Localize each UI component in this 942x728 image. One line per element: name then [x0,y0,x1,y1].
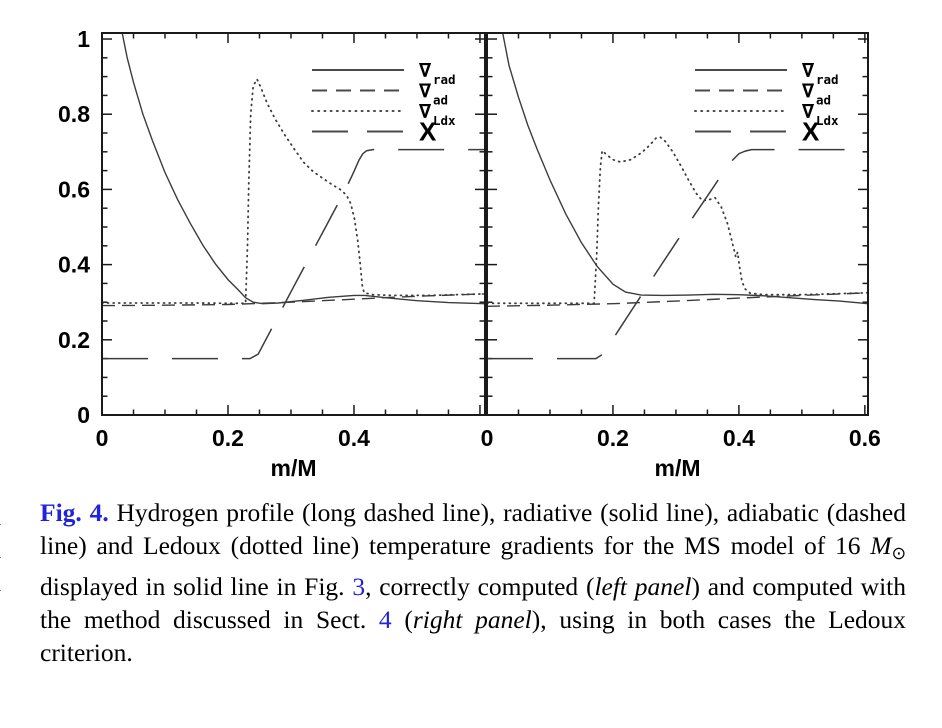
curve-nabla_Ldx-right [486,136,869,305]
legend-sublabel-Ldx: Ldx [816,113,839,128]
caption-text: ( [391,604,413,634]
reference-link[interactable]: 4 [378,604,392,634]
x-tick-label: 0 [481,425,494,451]
x-tick-label: 0.2 [212,425,244,451]
curve-X-right [487,148,868,360]
curve-nabla_Ldx-left [101,77,486,305]
legend-label-nabla-rad: ∇ [801,58,815,82]
reference-link[interactable]: 3 [352,571,366,601]
figure-label: Fig. 4. [40,498,109,527]
legend-label-X: X [419,117,437,147]
y-tick-label: 0 [77,402,90,428]
y-tick-label: 0.6 [58,176,90,202]
legend-label-nabla-ad: ∇ [418,79,432,103]
x-tick-label: 0 [96,425,109,451]
legend-sublabel-rad: rad [433,72,456,87]
margin-link-fragment[interactable]: 1 [0,536,3,563]
legend-sublabel-Ldx: Ldx [433,113,456,128]
legend-sublabel-ad: ad [433,93,448,108]
curve-X-left [102,148,485,360]
legend-label-nabla-rad: ∇ [418,58,432,82]
curve-nabla_rad-right [502,32,869,305]
legend-label-nabla-Ldx: ∇ [801,99,815,123]
y-tick-label: 0.4 [58,252,90,278]
caption-text: left panel [594,571,692,601]
y-tick-label: 1 [77,26,90,52]
y-tick-label: 0.8 [58,101,90,127]
legend-label-X: X [802,117,820,147]
x-tick-label: 0.6 [849,425,881,451]
margin-link-fragment[interactable]: 1 [0,569,3,596]
legend-sublabel-rad: rad [816,72,839,87]
plot-frame-left [101,32,486,416]
plot-frame-right [486,32,869,416]
y-tick-label: 0.2 [58,327,90,353]
caption-text: , correctly computed ( [365,571,595,601]
x-tick-label: 0.4 [723,425,755,451]
legend-label-nabla-ad: ∇ [801,79,815,103]
curve-nabla_rad-left [121,32,485,305]
caption-text: ), using in both cases the Ledoux criter… [40,604,907,667]
caption-text: displayed in solid line in Fig. [40,571,353,601]
curve-nabla_ad-left [101,293,485,307]
x-axis-title: m/M [271,455,317,481]
caption-text: Hydrogen profile (long dashed line), rad… [40,498,906,560]
x-axis-title: m/M [655,455,701,481]
x-tick-label: 0.4 [338,425,370,451]
margin-link-fragment[interactable]: 1 [0,503,3,530]
caption-text: right panel [412,604,532,634]
caption-text: M [870,531,892,560]
figure-caption: Fig. 4. Hydrogen profile (long dashed li… [40,496,906,669]
caption-text: ⊙ [891,543,906,563]
caption-text: ) and computed with the method discussed… [40,571,906,634]
legend-label-nabla-Ldx: ∇ [418,99,432,123]
x-tick-label: 0.2 [597,425,629,451]
legend-sublabel-ad: ad [816,93,831,108]
curve-nabla_ad-right [486,292,869,307]
